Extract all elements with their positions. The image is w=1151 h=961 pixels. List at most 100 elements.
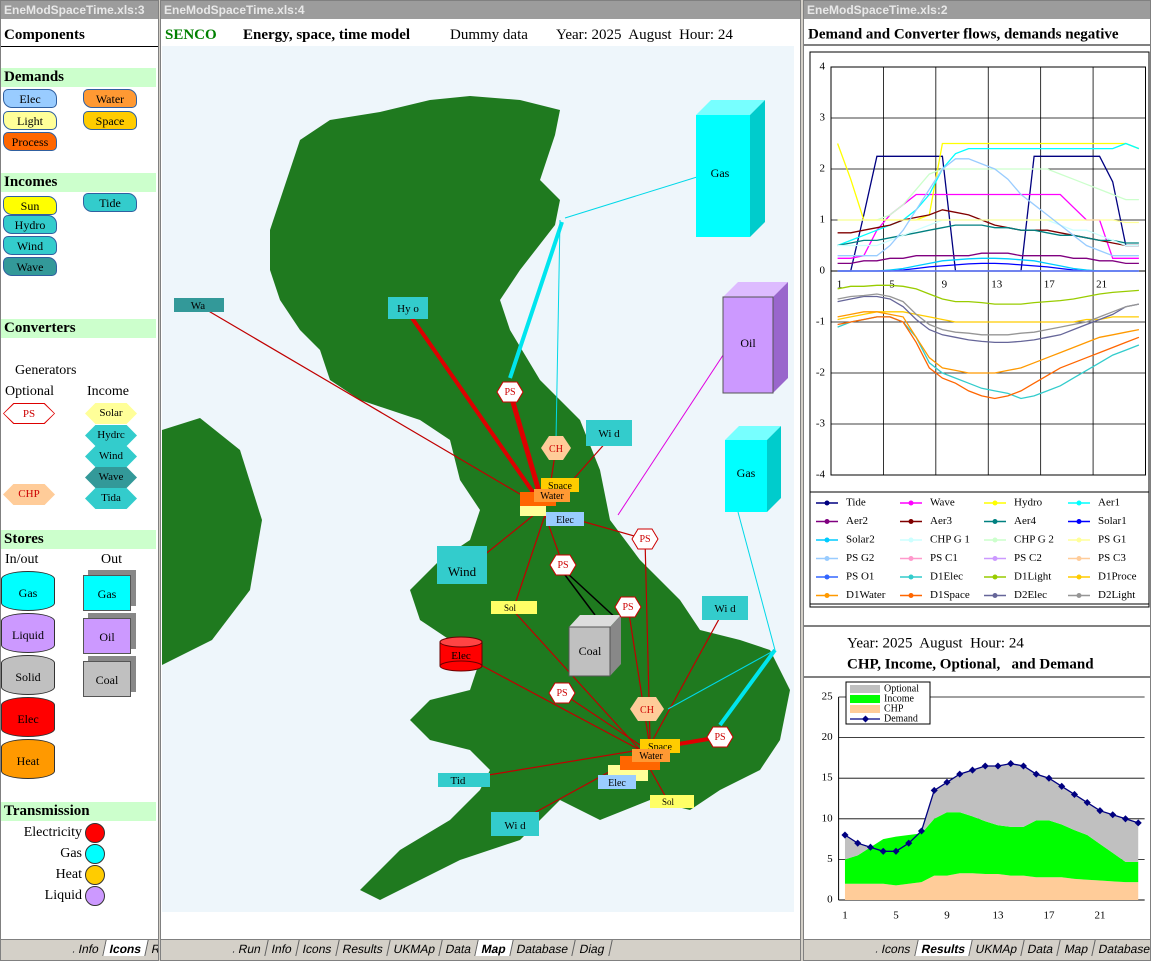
legend-marker: [1076, 556, 1082, 561]
sheet-tab[interactable]: UKMAp: [969, 940, 1026, 956]
sheet-tab[interactable]: Run: [232, 940, 269, 956]
point-marker: [866, 843, 875, 851]
store-icon: Coal: [83, 661, 131, 697]
series-line: [837, 224, 1139, 247]
income-label: Wa: [191, 300, 206, 312]
label: Heat: [55, 867, 82, 882]
series-line: [837, 311, 1139, 323]
legend-marker: [824, 519, 830, 524]
coal-line: [566, 572, 619, 621]
x-tick-label: 17: [1043, 910, 1055, 922]
legend-label: Solar1: [1098, 515, 1127, 527]
sheet-tab[interactable]: Database: [1092, 940, 1150, 956]
legend-marker: [1076, 593, 1082, 598]
legend-marker: [861, 715, 870, 723]
income-label: Wind: [448, 564, 477, 579]
series-line: [837, 219, 1139, 224]
converter-label: PS: [504, 387, 515, 398]
sheet-tab[interactable]: Info: [72, 940, 107, 956]
legend-label: Optional: [884, 683, 919, 694]
sheet-tab[interactable]: Diag: [573, 940, 613, 956]
sheet-tab[interactable]: Map: [475, 940, 515, 956]
legend-marker: [908, 537, 914, 543]
label: Electricity: [23, 825, 82, 840]
converter-label: PS: [622, 602, 633, 613]
sheet-tab[interactable]: Results: [914, 940, 973, 956]
store-icon: Solid: [1, 655, 55, 695]
store-label: Gas: [737, 466, 756, 480]
store-label: Coal: [579, 644, 602, 658]
converter-label: PS: [556, 688, 567, 699]
income-label: Sol: [662, 797, 675, 807]
sheet-tab[interactable]: Data: [439, 940, 480, 956]
legend-label: Wave: [930, 497, 955, 509]
x-tick-label: 21: [1096, 279, 1107, 291]
income-icon: Sun: [3, 196, 57, 215]
series-line: [837, 158, 1139, 257]
demand-icon: Light: [3, 111, 57, 130]
sheet-tab[interactable]: Icons: [296, 940, 340, 956]
store-icon: Coal: [568, 615, 621, 677]
point-marker: [854, 839, 862, 847]
y-tick-label: -4: [816, 469, 826, 481]
section-title: Transmission: [1, 802, 156, 821]
legend-label: CHP G 1: [930, 534, 970, 546]
map: Gas Oil Gas Coal Elec PS PS PS PS PS PS …: [162, 46, 794, 912]
demand-label: Space: [548, 481, 572, 492]
header-label: Dummy data: [450, 27, 528, 43]
sheet-tabs: Icons Results UKMAp Data Map Database: [804, 939, 1150, 960]
legend-label: PS G1: [1098, 534, 1126, 546]
legend-box: [809, 491, 1150, 605]
legend-marker: [992, 537, 998, 543]
demand-label: Elec: [608, 778, 626, 789]
sheet-tab[interactable]: Icons: [875, 940, 919, 956]
point-marker: [943, 778, 951, 786]
tab-arrows[interactable]: [804, 951, 878, 953]
transmission-icon: [85, 865, 105, 885]
point-marker: [917, 827, 926, 835]
coal-line: [564, 574, 596, 616]
legend-marker: [992, 593, 998, 598]
legend-swatch: [850, 695, 880, 703]
transmission-icon: [85, 844, 105, 864]
store-label: Elec: [451, 650, 471, 662]
legend-marker: [908, 574, 914, 580]
x-tick-label: 13: [992, 910, 1004, 922]
sheet-tab[interactable]: Map: [1058, 940, 1096, 956]
legend-label: Aer2: [846, 515, 868, 527]
tab-arrows[interactable]: [161, 951, 235, 953]
sheet-tab[interactable]: Database: [510, 940, 577, 956]
sheet-tab[interactable]: Data: [1021, 940, 1062, 956]
sheet-tab[interactable]: Results: [336, 940, 391, 956]
sheet-tab[interactable]: Info: [265, 940, 300, 956]
point-marker: [994, 762, 1002, 770]
y-tick-label: 1: [820, 214, 826, 226]
y-tick-label: -2: [816, 367, 825, 379]
section-title: Demands: [1, 68, 156, 87]
converter-icon: Solar: [85, 403, 137, 424]
section-title: Incomes: [1, 173, 156, 192]
x-tick-label: 5: [889, 279, 895, 291]
header-label: SENCO: [165, 27, 217, 43]
label: Optional: [5, 384, 54, 399]
sheet-tab[interactable]: UKMAp: [387, 940, 443, 956]
sheet-tab[interactable]: R: [145, 940, 158, 956]
legend-label: D1Space: [930, 589, 970, 601]
converter-label: PS: [714, 732, 725, 743]
y-tick-label: 2: [820, 163, 826, 175]
y-tick-label: 3: [820, 112, 826, 124]
store-icon: Gas: [696, 100, 765, 237]
legend-label: Solar2: [846, 534, 875, 546]
legend-label: CHP: [884, 703, 904, 714]
legend-label: D1Elec: [930, 571, 963, 583]
sheet-tab[interactable]: Icons: [103, 940, 150, 956]
tab-arrows[interactable]: [1, 951, 75, 953]
y-tick-label: 5: [827, 853, 833, 865]
store-icon: Gas: [1, 571, 55, 611]
store-label: Gas: [711, 166, 730, 180]
series-line: [837, 252, 1139, 265]
converter-label: PS: [557, 560, 568, 571]
series-line: [837, 311, 1140, 374]
point-marker: [841, 831, 849, 839]
